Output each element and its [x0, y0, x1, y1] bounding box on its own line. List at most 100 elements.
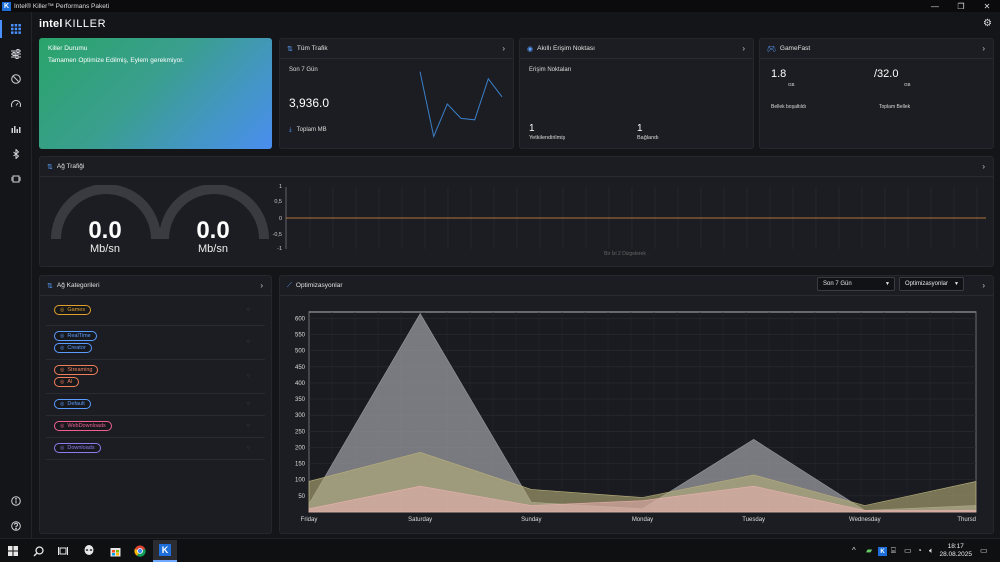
optimizations-chart: 50 100 150 200 250 300 350 400 450 500 550 600 Frid…	[295, 311, 977, 523]
category-row[interactable]: ◎ Streaming ◎ AI ○	[46, 360, 265, 394]
category-row[interactable]: ◎ Default ○	[46, 394, 265, 416]
x-tick-label: Monday	[632, 517, 653, 523]
store-icon[interactable]	[108, 544, 122, 558]
windows-start-icon[interactable]	[6, 544, 20, 558]
category-toggle-icon[interactable]: ○	[246, 401, 250, 407]
category-row[interactable]: ◎ RealTime ◎ Creator ○	[46, 326, 265, 360]
close-button[interactable]: ✕	[983, 1, 991, 11]
network-tray-icon[interactable]: ⌸	[891, 546, 896, 555]
type-select[interactable]: Optimizasyonlar ▼	[899, 277, 964, 291]
category-row[interactable]: ◎ WebDownloads ○	[46, 416, 265, 438]
period-select[interactable]: Son 7 Gün ▼	[817, 277, 895, 291]
sliders-icon[interactable]	[6, 44, 26, 64]
killer-app-icon[interactable]: K	[153, 540, 177, 562]
system-clock[interactable]: 18:17 28.08.2025	[939, 543, 972, 559]
chevron-right-icon[interactable]: ›	[982, 44, 985, 53]
total-memory-label: Toplam Bellek	[879, 104, 911, 110]
chevron-right-icon[interactable]: ›	[982, 162, 985, 171]
category-toggle-icon[interactable]: ○	[246, 423, 250, 429]
category-row[interactable]: ◎ Downloads ○	[46, 438, 265, 460]
total-traffic-label-row: ⤓ Toplam MB	[289, 127, 327, 134]
chevron-right-icon[interactable]: ›	[502, 44, 505, 53]
y-tick-label: 250	[295, 429, 306, 435]
category-label: Creator	[67, 345, 86, 351]
title-bar: K Intel® Killer™ Performans Paketi — ❐ ✕	[0, 0, 1000, 12]
help-icon[interactable]	[6, 516, 26, 536]
category-pill-streaming[interactable]: ◎ Streaming	[54, 365, 99, 375]
y-tick: -0,5	[273, 232, 282, 238]
total-traffic-period: Son 7 Gün	[289, 67, 318, 73]
alien-icon[interactable]	[82, 544, 96, 558]
killer-tray-icon[interactable]: K	[878, 547, 887, 556]
freed-memory-label: Bellek boşaltıldı	[771, 104, 807, 110]
task-view-icon[interactable]	[56, 544, 70, 558]
notification-icon[interactable]: ▭	[980, 546, 988, 555]
category-row[interactable]: ◎ Games ○	[46, 296, 265, 326]
y-tick-label: 600	[295, 316, 306, 322]
category-pill-realtime[interactable]: ◎ RealTime	[54, 331, 97, 341]
x-tick-label: Friday	[301, 517, 318, 523]
speed-icon[interactable]	[6, 94, 26, 114]
brand-logo: intel KILLER	[39, 18, 106, 30]
caret-down-icon: ▼	[954, 281, 959, 287]
x-tick-label: Wednesday	[849, 517, 881, 523]
total-memory-value: /32.0	[874, 68, 899, 80]
battery-icon[interactable]: ▭	[904, 546, 912, 555]
y-tick: 1	[279, 184, 282, 190]
category-label: Default	[67, 401, 85, 407]
access-point-title: Akıllı Erişim Noktası	[537, 45, 595, 52]
bars-icon[interactable]	[6, 119, 26, 139]
network-traffic-card[interactable]: ⇅ Ağ Trafiği › 0.0 Mb/sn 0.0 Mb/sn 1 0,5…	[39, 156, 994, 267]
freed-memory-unit: GB	[788, 82, 795, 87]
category-label: Streaming	[67, 367, 93, 373]
category-pill-games[interactable]: ◎ Games	[54, 305, 92, 315]
bluetooth-icon[interactable]	[6, 144, 26, 164]
category-icon: ◎	[60, 307, 65, 313]
upload-unit: Mb/sn	[198, 243, 228, 255]
dashboard-icon[interactable]	[6, 19, 26, 39]
restore-button[interactable]: ❐	[957, 1, 965, 11]
category-pill-default[interactable]: ◎ Default	[54, 399, 91, 409]
total-traffic-card[interactable]: ⇅ Tüm Trafik › Son 7 Gün 3,936.0 ⤓ Toplam…	[279, 38, 514, 149]
authorized-label: Yetkilendirilmiş	[529, 135, 566, 141]
category-toggle-icon[interactable]: ○	[246, 373, 250, 379]
nvidia-icon[interactable]: ▰	[866, 546, 873, 555]
network-categories-header: ⇅ Ağ Kategorileri ›	[40, 276, 271, 296]
category-pill-ai[interactable]: ◎ AI	[54, 377, 79, 387]
total-traffic-sparkline	[419, 71, 503, 139]
clock-icon[interactable]	[6, 69, 26, 89]
chevron-up-icon[interactable]: ^	[852, 546, 856, 555]
killer-status-card[interactable]: Killer Durumu Tamamen Optimize Edilmiş, …	[39, 38, 272, 149]
category-pill-webdownloads[interactable]: ◎ WebDownloads	[54, 421, 112, 431]
category-toggle-icon[interactable]: ○	[246, 307, 250, 313]
traffic-icon: ⇅	[47, 163, 53, 171]
chip-icon[interactable]	[6, 169, 26, 189]
category-pill-creator[interactable]: ◎ Creator	[54, 343, 92, 353]
chevron-right-icon[interactable]: ›	[742, 44, 745, 53]
network-categories-card[interactable]: ⇅ Ağ Kategorileri › ◎ Games ○ ◎ RealTime ◎ Cre…	[39, 275, 272, 534]
network-traffic-title: Ağ Trafiği	[56, 163, 85, 170]
chevron-right-icon[interactable]: ›	[260, 281, 263, 290]
category-icon: ◎	[60, 367, 65, 373]
wifi-tray-icon[interactable]: ◔	[917, 546, 922, 555]
category-toggle-icon[interactable]: ○	[246, 445, 250, 451]
volume-icon[interactable]: 🔈︎	[929, 546, 934, 555]
taskbar: K ^ ▰ K ⌸ ▭ ◔ 🔈︎ 18:17 28.08.2025 ▭	[0, 538, 1000, 562]
line-chart-icon: ⟋	[287, 281, 292, 289]
info-icon[interactable]	[6, 491, 26, 511]
chevron-right-icon[interactable]: ›	[982, 281, 985, 290]
y-tick: 0,5	[274, 199, 282, 205]
gear-icon[interactable]: ⚙	[983, 18, 992, 29]
access-point-card[interactable]: ◉ Akıllı Erişim Noktası › Erişim Noktala…	[519, 38, 754, 149]
connected-value: 1	[637, 123, 643, 134]
minimize-button[interactable]: —	[931, 1, 939, 11]
access-point-subtitle: Erişim Noktaları	[529, 67, 572, 73]
gamefast-card[interactable]: 🎮︎ GameFast › 1.8 GB Bellek boşaltıldı /…	[759, 38, 994, 149]
category-pill-downloads[interactable]: ◎ Downloads	[54, 443, 101, 453]
category-toggle-icon[interactable]: ○	[246, 339, 250, 345]
search-icon[interactable]	[31, 544, 45, 558]
category-icon: ◎	[60, 379, 65, 385]
killer-status-title: Killer Durumu	[48, 45, 88, 52]
x-tick-label: Tuesday	[742, 517, 765, 523]
chrome-icon[interactable]	[133, 544, 147, 558]
